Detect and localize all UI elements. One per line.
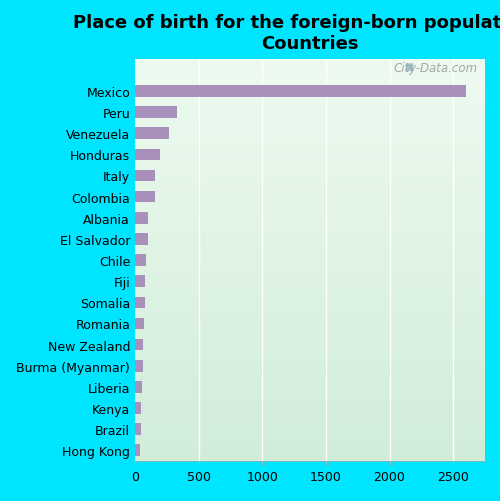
Bar [135,318,144,330]
Bar [135,191,154,203]
Bar [135,381,142,393]
Text: City-Data.com: City-Data.com [394,62,478,75]
Bar [135,360,142,372]
Text: ■: ■ [404,62,413,72]
Bar [135,86,466,98]
Bar [135,423,140,435]
Title: Place of birth for the foreign-born population -
Countries: Place of birth for the foreign-born popu… [74,15,500,53]
Bar [135,170,156,182]
Bar [135,212,148,224]
Bar [135,255,146,267]
Bar [135,128,170,140]
Bar [135,339,143,351]
Bar [135,149,160,161]
Bar [135,107,177,119]
Bar [135,444,140,456]
Bar [135,402,141,414]
Bar [135,276,145,288]
Bar [135,233,147,245]
Bar [135,297,144,309]
